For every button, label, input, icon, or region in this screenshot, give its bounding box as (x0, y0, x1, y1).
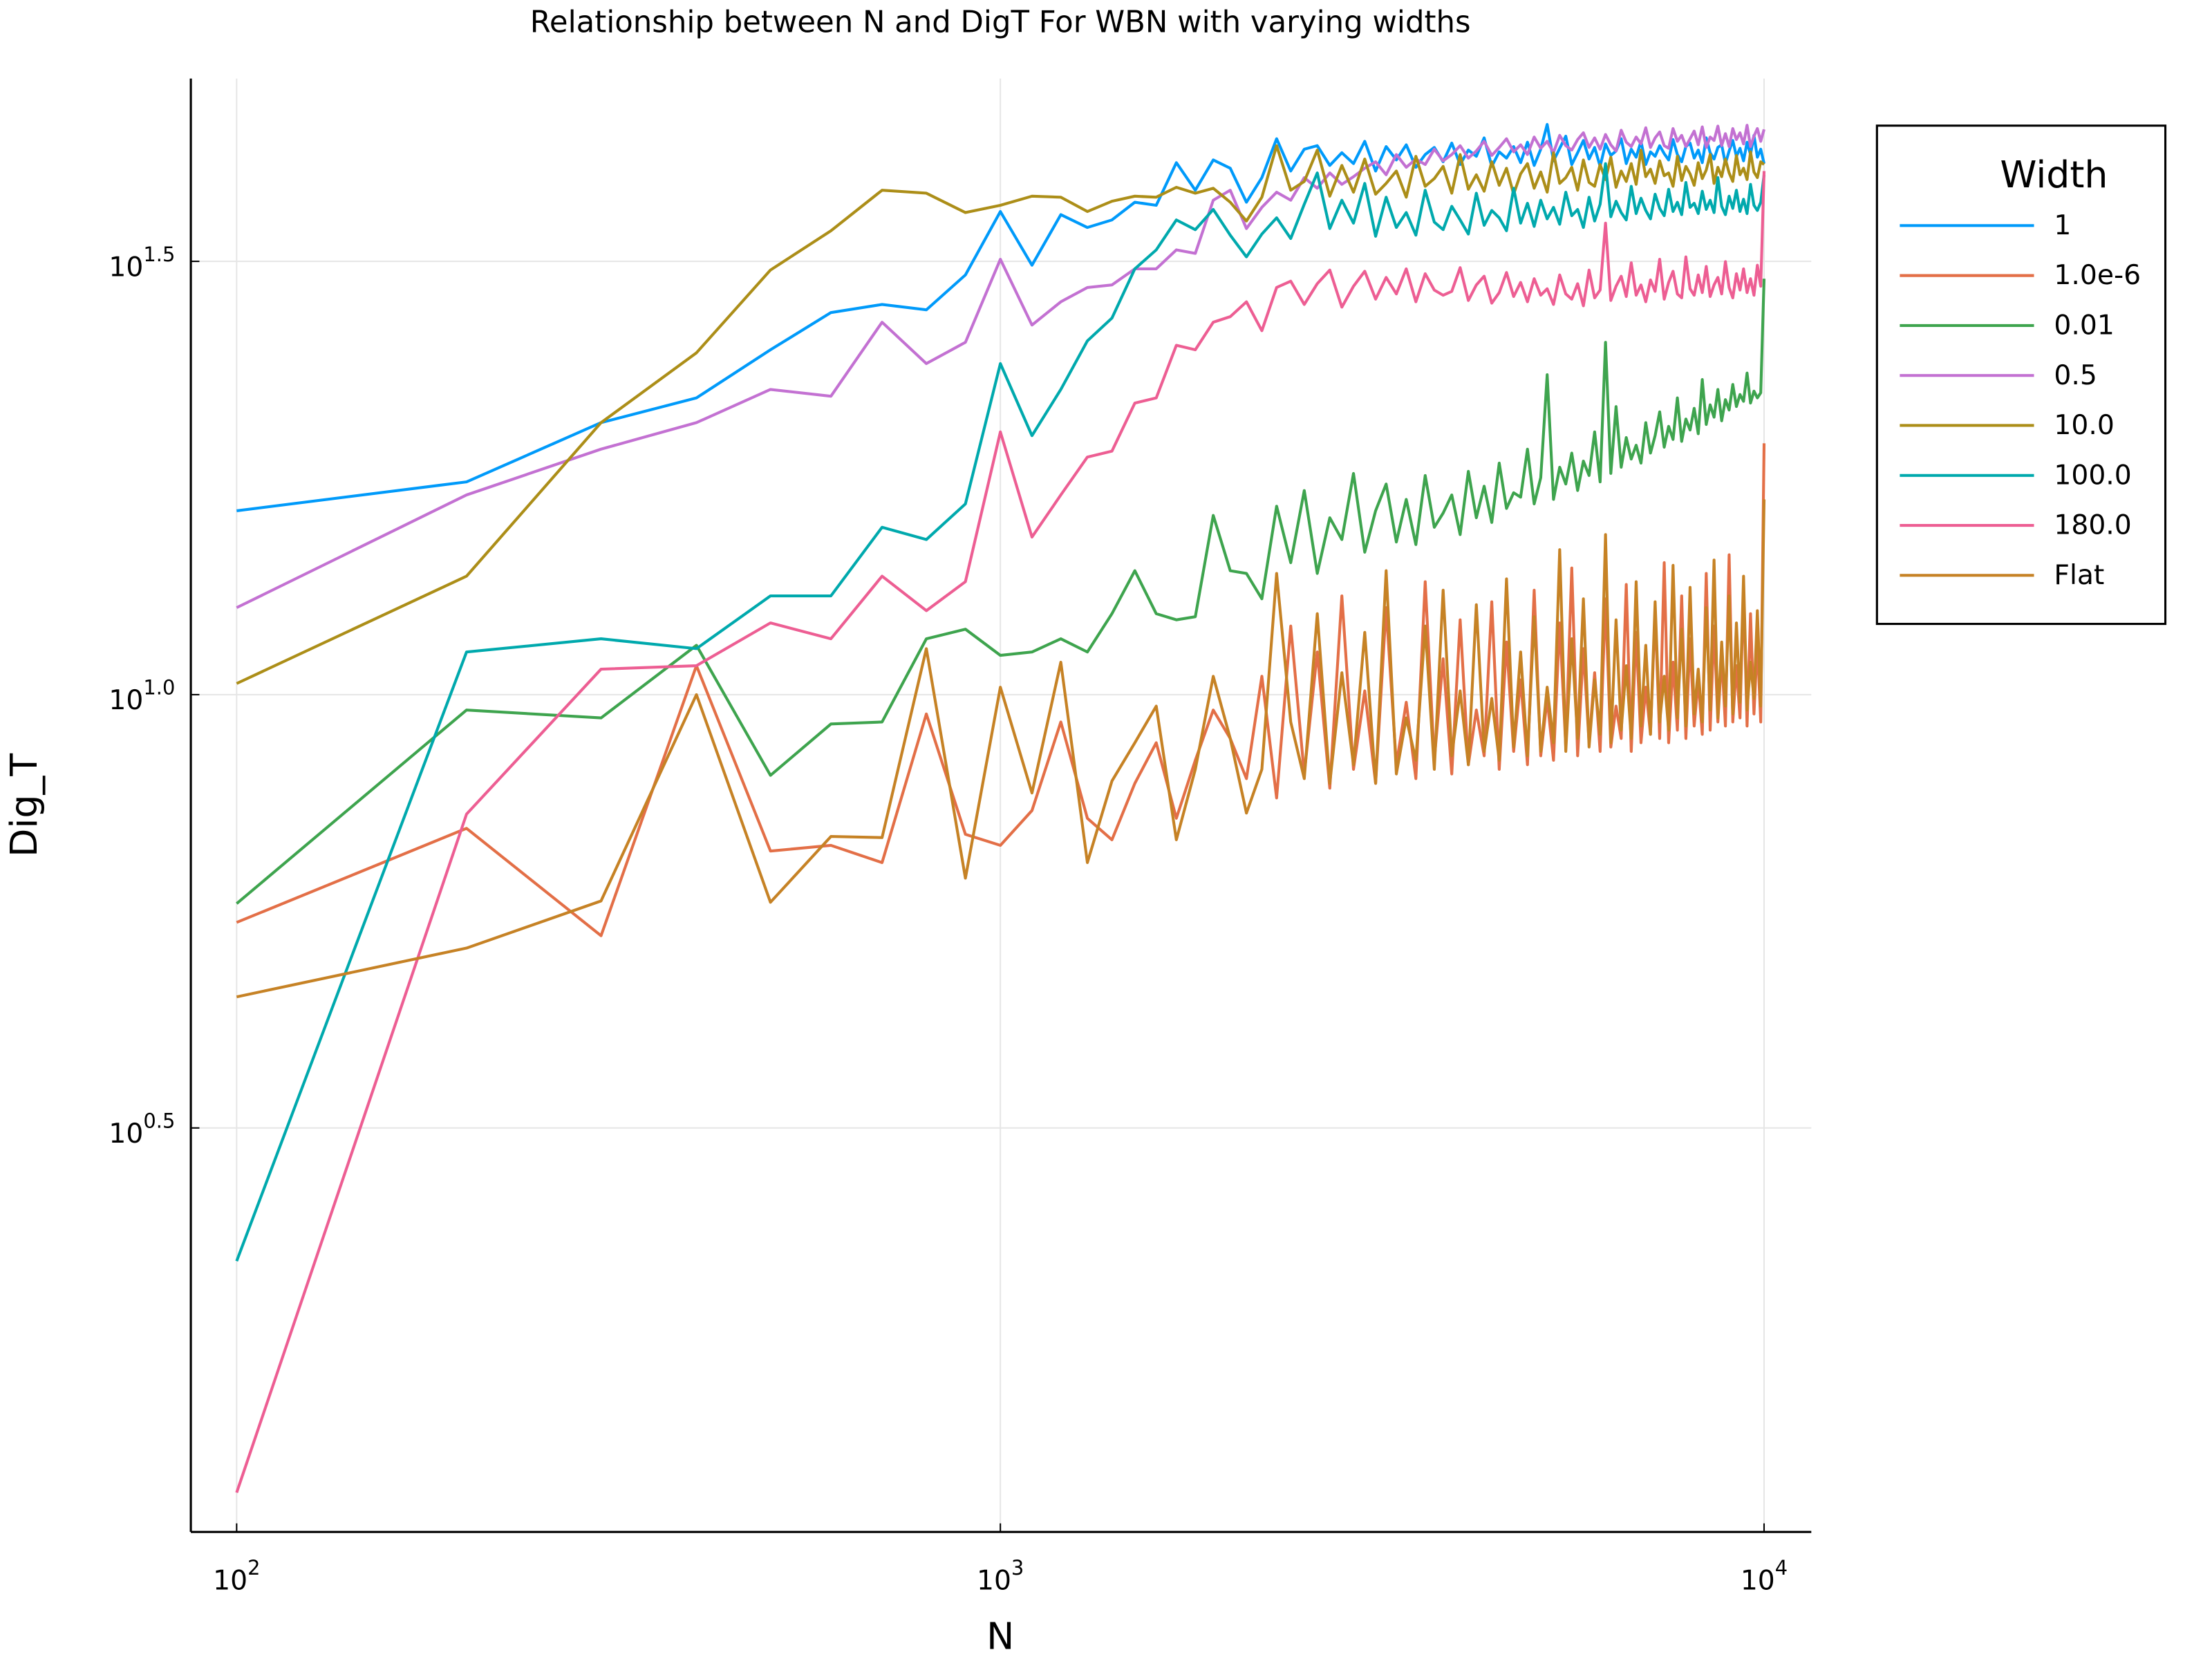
y-tick-label: 101.5 (109, 243, 175, 283)
y-tick-label: 101.0 (109, 676, 175, 716)
legend-label: 180.0 (2054, 510, 2131, 541)
series-line (236, 122, 1766, 512)
legend-title: Width (2000, 153, 2108, 196)
legend-label: 0.5 (2054, 360, 2097, 391)
y-tick-label: 100.5 (109, 1109, 175, 1149)
ticks: 102 103 104 100.5 101.0 101.5 (109, 243, 1788, 1596)
x-tick-label: 104 (1741, 1556, 1788, 1596)
x-axis-label: N (986, 1615, 1014, 1658)
chart-title: Relationship between N and DigT For WBN … (530, 6, 1471, 40)
x-tick-label: 103 (977, 1556, 1024, 1596)
x-tick-label: 102 (213, 1556, 260, 1596)
series-line (236, 124, 1765, 609)
legend-label: 10.0 (2054, 410, 2114, 441)
legend-label: 100.0 (2054, 460, 2131, 491)
series-line (236, 144, 1765, 685)
legend-label: 0.01 (2054, 310, 2114, 341)
legend-label: 1 (2054, 210, 2071, 241)
legend-label: Flat (2054, 560, 2104, 591)
plot-lines (235, 122, 1766, 1493)
legend: 1 1.0e-6 0.01 0.5 10.0 100.0 180.0 Flat (1900, 210, 2141, 591)
series-line (235, 162, 1766, 1262)
series-line (236, 499, 1766, 999)
legend-label: 1.0e-6 (2054, 260, 2141, 291)
series-line (235, 171, 1766, 1493)
series-line (236, 279, 1766, 905)
y-axis-label: Dig_T (2, 753, 46, 857)
